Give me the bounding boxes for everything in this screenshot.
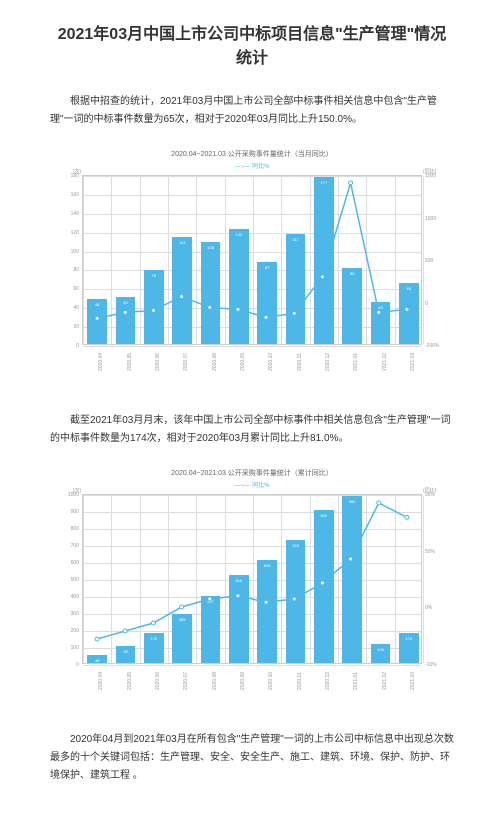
x-label: 2020.10 [268, 672, 274, 690]
x-label: 2020.06 [155, 672, 161, 690]
x-label: 2020.09 [240, 672, 246, 690]
x-label: 2020.12 [325, 353, 331, 371]
chart-1-legend: 同比% [82, 161, 422, 170]
x-label: 2020.06 [155, 353, 161, 371]
x-label: 2021.02 [382, 353, 388, 371]
chart-1-area: (次) (同比) 0204060801001201401601801500100… [82, 175, 422, 345]
x-label: 2020.09 [240, 353, 246, 371]
x-label: 2021.01 [353, 672, 359, 690]
chart-2-area: (次) (同比) 0100200300400500600700800900100… [82, 494, 422, 664]
x-label: 2020.05 [127, 353, 133, 371]
chart-1: 2020.04~2021.03 公开采购事件量统计（当月同比） 同比% (次) … [82, 149, 422, 377]
chart-1-title: 2020.04~2021.03 公开采购事件量统计（当月同比） [82, 149, 422, 159]
x-label: 2020.08 [212, 672, 218, 690]
chart-2: 2020.04~2021.03 公开采购事件量统计（累计同比） 同比% (次) … [82, 468, 422, 696]
x-label: 2020.05 [127, 672, 133, 690]
x-label: 2021.03 [410, 353, 416, 371]
x-label: 2021.03 [410, 672, 416, 690]
document-page: 2021年03月中国上市公司中标项目信息"生产管理"情况统计 根据中招查的统计，… [0, 0, 504, 825]
x-label: 2020.07 [183, 353, 189, 371]
chart-1-x-labels: 2020.04 2020.05 2020.06 2020.07 2020.08 2020.… [82, 347, 422, 377]
x-label: 2020.08 [212, 353, 218, 371]
x-label: 2021.02 [382, 672, 388, 690]
intro-paragraph-2: 截至2021年03月月末，该年中国上市公司全部中标事件中相关信息包含"生产管理"… [50, 412, 454, 448]
x-label: 2020.04 [98, 353, 104, 371]
x-label: 2020.04 [98, 672, 104, 690]
x-label: 2020.10 [268, 353, 274, 371]
chart-2-title: 2020.04~2021.03 公开采购事件量统计（累计同比） [82, 468, 422, 478]
intro-paragraph-3: 2020年04月到2021年03月在所有包含"生产管理"一词的上市公司中标信息中… [50, 731, 454, 785]
x-label: 2020.11 [297, 672, 303, 690]
x-label: 2021.01 [353, 353, 359, 371]
x-label: 2020.07 [183, 672, 189, 690]
chart-2-y-right: (同比) [423, 495, 445, 663]
x-label: 2020.12 [325, 672, 331, 690]
x-label: 2020.11 [297, 353, 303, 371]
intro-paragraph-1: 根据中招查的统计，2021年03月中国上市公司全部中标事件相关信息中包含"生产管… [50, 93, 454, 129]
page-title: 2021年03月中国上市公司中标项目信息"生产管理"情况统计 [50, 20, 454, 68]
chart-1-y-left: (次) [63, 176, 81, 344]
chart-2-legend: 同比% [82, 480, 422, 489]
chart-2-x-labels: 2020.04 2020.05 2020.06 2020.07 2020.08 2020.… [82, 666, 422, 696]
